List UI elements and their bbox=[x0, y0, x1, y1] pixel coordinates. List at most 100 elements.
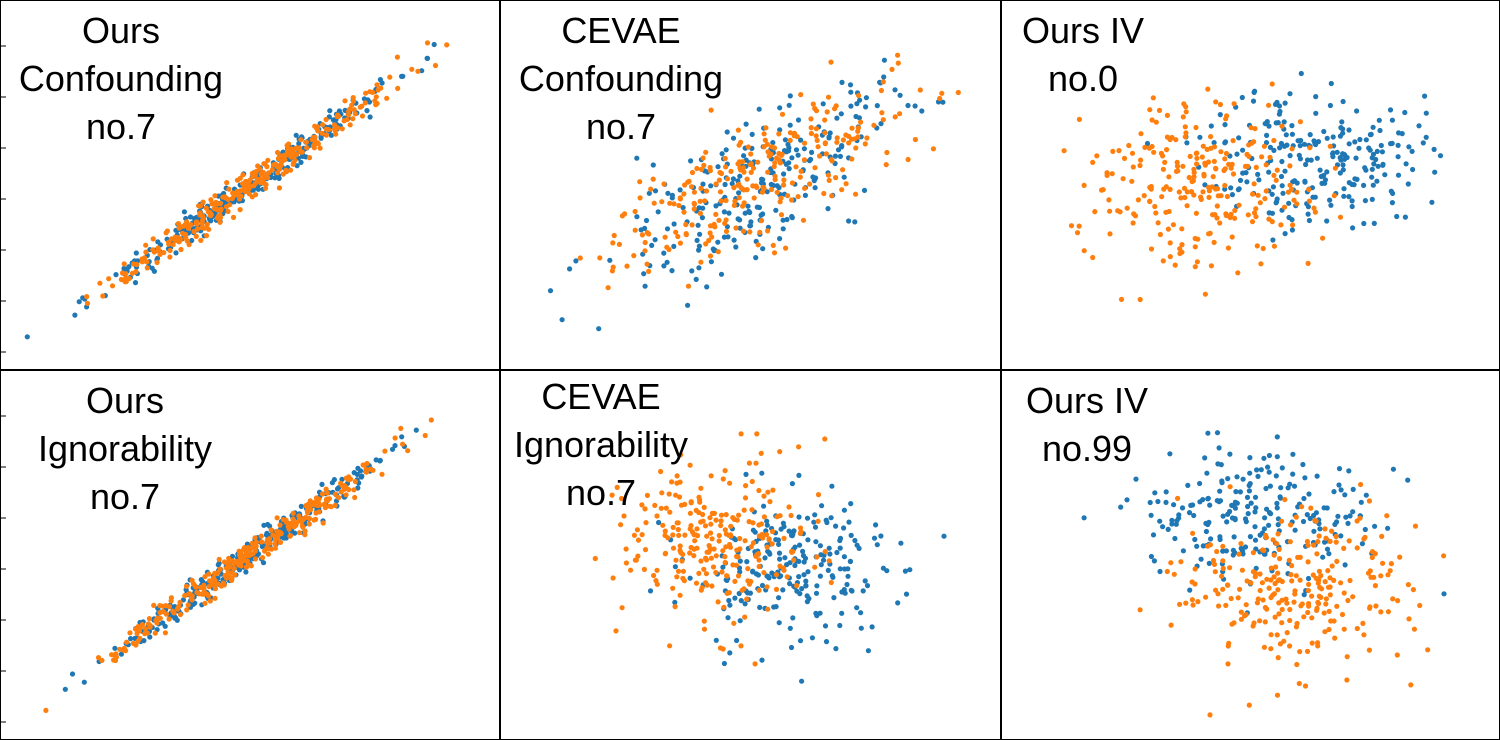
scatter-point-blue bbox=[1304, 512, 1310, 518]
scatter-point-blue bbox=[1274, 505, 1280, 511]
scatter-point-orange bbox=[746, 519, 752, 525]
scatter-point-blue bbox=[1387, 107, 1394, 113]
scatter-point-orange bbox=[226, 186, 232, 192]
scatter-point-blue bbox=[862, 578, 868, 584]
scatter-point-blue bbox=[656, 519, 662, 526]
scatter-point-orange bbox=[1156, 107, 1163, 113]
scatter-point-orange bbox=[769, 541, 775, 547]
scatter-point-blue bbox=[661, 263, 667, 269]
scatter-point-orange bbox=[240, 558, 246, 564]
scatter-point-orange bbox=[609, 492, 615, 498]
scatter-point-orange bbox=[741, 586, 747, 592]
scatter-point-orange bbox=[283, 517, 289, 523]
scatter-point-blue bbox=[803, 583, 809, 589]
scatter-point-blue bbox=[669, 268, 675, 274]
scatter-point-blue bbox=[1340, 98, 1346, 105]
scatter-point-orange bbox=[1262, 196, 1268, 202]
scatter-point-orange bbox=[858, 119, 864, 125]
scatter-point-orange bbox=[1214, 548, 1220, 555]
scatter-point-orange bbox=[1264, 606, 1270, 612]
scatter-point-orange bbox=[663, 505, 669, 511]
scatter-point-blue bbox=[1311, 528, 1317, 534]
scatter-point-orange bbox=[853, 191, 859, 197]
scatter-point-orange bbox=[781, 535, 787, 541]
scatter-point-blue bbox=[1366, 145, 1372, 151]
scatter-point-blue bbox=[113, 272, 119, 278]
scatter-point-blue bbox=[1282, 168, 1288, 174]
scatter-point-orange bbox=[1266, 216, 1272, 222]
scatter-point-orange bbox=[1164, 112, 1170, 118]
scatter-point-orange bbox=[182, 593, 188, 599]
scatter-point-orange bbox=[1271, 172, 1277, 178]
scatter-point-orange bbox=[1207, 712, 1213, 718]
scatter-point-orange bbox=[634, 527, 640, 533]
scatter-point-blue bbox=[857, 97, 863, 103]
scatter-point-orange bbox=[160, 609, 166, 615]
scatter-point-orange bbox=[771, 164, 777, 170]
scatter-point-blue bbox=[267, 523, 273, 529]
scatter-point-blue bbox=[1229, 515, 1236, 521]
scatter-point-orange bbox=[303, 139, 309, 145]
scatter-point-orange bbox=[1312, 209, 1318, 215]
scatter-point-blue bbox=[1346, 127, 1352, 133]
scatter-point-orange bbox=[1327, 575, 1333, 581]
scatter-point-blue bbox=[607, 257, 613, 263]
title-line-1: Ours bbox=[85, 380, 164, 421]
scatter-point-orange bbox=[650, 176, 656, 182]
scatter-point-orange bbox=[1195, 599, 1201, 605]
scatter-point-orange bbox=[1306, 186, 1312, 193]
scatter-point-blue bbox=[1422, 93, 1428, 99]
scatter-point-orange bbox=[812, 564, 818, 570]
scatter-point-orange bbox=[822, 130, 828, 136]
scatter-point-orange bbox=[1222, 166, 1228, 172]
scatter-point-blue bbox=[846, 519, 852, 525]
scatter-point-orange bbox=[724, 176, 731, 182]
scatter-point-orange bbox=[143, 249, 149, 255]
scatter-point-blue bbox=[940, 99, 946, 105]
scatter-point-orange bbox=[400, 441, 406, 447]
scatter-point-blue bbox=[649, 242, 655, 248]
scatter-point-blue bbox=[1328, 80, 1334, 87]
scatter-point-orange bbox=[84, 294, 90, 300]
scatter-point-blue bbox=[1324, 135, 1330, 141]
scatter-point-blue bbox=[1321, 505, 1327, 511]
scatter-point-blue bbox=[1118, 504, 1124, 510]
scatter-point-blue bbox=[1326, 551, 1332, 557]
scatter-point-blue bbox=[781, 171, 787, 177]
scatter-point-orange bbox=[618, 522, 624, 528]
scatter-point-blue bbox=[749, 131, 755, 137]
scatter-point-orange bbox=[1287, 163, 1293, 169]
scatter-point-orange bbox=[238, 563, 244, 569]
scatter-point-blue bbox=[828, 515, 834, 521]
scatter-point-blue bbox=[776, 620, 782, 626]
scatter-point-blue bbox=[858, 610, 864, 616]
scatter-point-orange bbox=[692, 538, 698, 544]
scatter-point-orange bbox=[644, 230, 650, 236]
scatter-point-orange bbox=[1289, 563, 1295, 569]
scatter-point-blue bbox=[907, 567, 913, 573]
scatter-point-blue bbox=[1282, 231, 1288, 237]
scatter-point-orange bbox=[43, 707, 49, 713]
scatter-point-blue bbox=[652, 237, 658, 243]
scatter-point-orange bbox=[1238, 541, 1244, 547]
scatter-point-blue bbox=[842, 590, 848, 596]
scatter-point-blue bbox=[700, 205, 706, 211]
scatter-point-orange bbox=[274, 515, 280, 521]
scatter-point-orange bbox=[1334, 558, 1340, 564]
scatter-point-blue bbox=[824, 519, 830, 526]
scatter-point-orange bbox=[1314, 605, 1320, 611]
scatter-point-blue bbox=[1227, 508, 1233, 515]
scatter-point-orange bbox=[642, 506, 648, 512]
scatter-point-blue bbox=[734, 637, 740, 644]
scatter-point-orange bbox=[1267, 154, 1273, 160]
scatter-point-blue bbox=[825, 567, 831, 573]
scatter-point-blue bbox=[261, 522, 267, 528]
scatter-point-blue bbox=[861, 187, 868, 193]
scatter-point-orange bbox=[843, 181, 849, 187]
scatter-point-orange bbox=[728, 523, 734, 529]
scatter-point-orange bbox=[1160, 258, 1166, 264]
scatter-point-orange bbox=[1259, 580, 1265, 586]
scatter-point-blue bbox=[737, 558, 743, 564]
scatter-point-orange bbox=[1179, 242, 1185, 248]
scatter-point-blue bbox=[1405, 181, 1411, 187]
